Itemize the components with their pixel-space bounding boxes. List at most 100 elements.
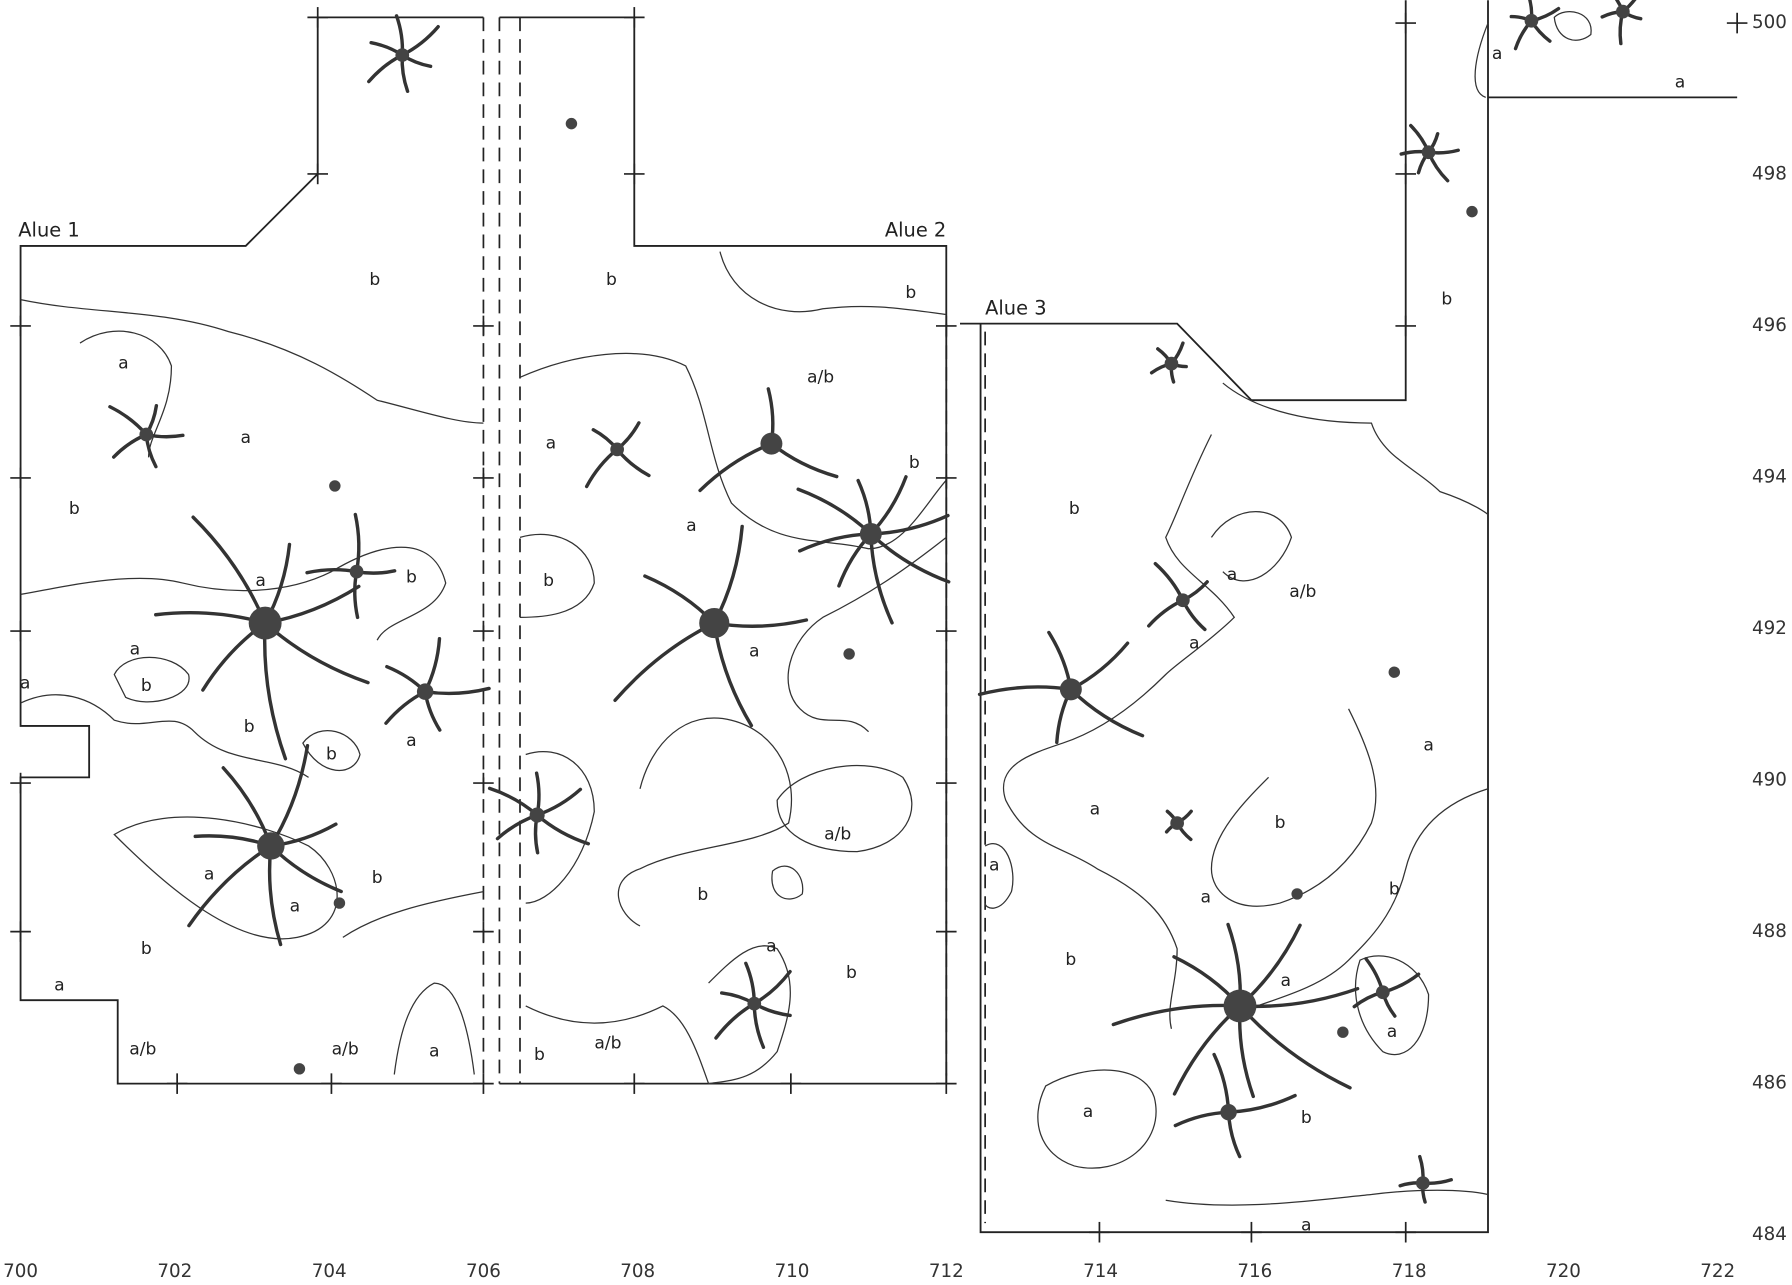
root-trace [423, 686, 491, 696]
soil-label: a [1423, 735, 1434, 755]
root-trace [263, 621, 288, 761]
post-hole [1164, 356, 1179, 371]
find-spot [843, 648, 855, 660]
soil-label: b [69, 499, 80, 519]
root-trace [487, 786, 539, 817]
post-hole [1059, 678, 1082, 701]
post-hole [859, 522, 882, 545]
contour [525, 750, 595, 904]
x-axis-label: 716 [1237, 1261, 1272, 1282]
soil-label: b [905, 283, 916, 303]
x-axis-label: 714 [1083, 1261, 1118, 1282]
post-hole [760, 432, 783, 455]
x-axis-label: 700 [3, 1261, 38, 1282]
contour [525, 1005, 710, 1084]
contour [113, 656, 190, 703]
soil-label: a [1387, 1022, 1398, 1042]
root-trace [1238, 1004, 1352, 1090]
x-axis-label: 704 [312, 1261, 347, 1282]
y-axis-label: 496 [1752, 315, 1787, 336]
features [108, 0, 1643, 1204]
soil-label: a [989, 855, 1000, 875]
root-trace [613, 621, 716, 703]
soil-label: a/b [129, 1039, 156, 1059]
soil-label: b [1301, 1108, 1312, 1128]
contour [302, 730, 361, 771]
soil-label: b [846, 963, 857, 983]
soil-label: b [406, 567, 417, 587]
soil-label: a [749, 642, 760, 662]
root-trace [267, 844, 283, 947]
root-trace [108, 405, 148, 437]
soil-label: a [1227, 565, 1238, 585]
root-trace [769, 441, 839, 479]
soil-label: a [1200, 887, 1211, 907]
find-spot [1337, 1026, 1349, 1038]
contour [1553, 11, 1592, 41]
soil-contours [20, 11, 1592, 1206]
contour [771, 865, 804, 900]
root-trace [712, 621, 754, 728]
post-hole [1176, 593, 1190, 608]
root-trace [535, 813, 591, 846]
root-trace [1069, 687, 1145, 738]
area-title: Alue 2 [885, 219, 946, 242]
soil-label: b [244, 717, 255, 737]
find-spot [293, 1063, 306, 1075]
contour [1210, 511, 1293, 582]
root-trace [1212, 1052, 1231, 1114]
contour [776, 764, 913, 853]
post-hole [1416, 1176, 1430, 1190]
soil-label: b [1065, 950, 1076, 970]
post-hole [139, 427, 154, 442]
contour [20, 694, 309, 778]
soil-label: b [1069, 499, 1080, 519]
root-trace [1111, 1003, 1242, 1027]
soil-label: b [1275, 813, 1286, 833]
root-trace [698, 441, 774, 493]
contour [1037, 1069, 1157, 1169]
contour [787, 536, 947, 733]
contour [1256, 788, 1489, 1007]
y-axis-label: 490 [1752, 770, 1787, 791]
contour [1003, 434, 1236, 1029]
soil-label: b [606, 270, 617, 290]
soil-label: a [686, 516, 697, 536]
soil-label: a/b [332, 1039, 359, 1059]
contour [708, 945, 791, 1085]
contour [20, 546, 447, 641]
soil-label: a [54, 975, 65, 995]
root-trace [712, 524, 744, 625]
post-hole [1220, 1103, 1237, 1121]
x-axis-label: 712 [929, 1261, 964, 1282]
contour [519, 533, 595, 618]
y-axis-label: 498 [1752, 163, 1787, 184]
post-hole [610, 442, 624, 457]
post-hole [1616, 4, 1630, 19]
find-spot [565, 117, 578, 130]
soil-label: a [1189, 634, 1200, 654]
soil-label: b [141, 939, 152, 959]
soil-label: b [534, 1045, 545, 1065]
root-trace [752, 969, 792, 1006]
contour [393, 982, 475, 1075]
x-axis-label: 720 [1546, 1261, 1581, 1282]
root-trace [584, 447, 619, 489]
root-trace [187, 844, 273, 928]
area-title: Alue 1 [18, 219, 79, 242]
soil-label: a [546, 434, 557, 454]
contour [984, 843, 1014, 909]
soil-label: b [543, 571, 554, 591]
post-hole [1223, 989, 1257, 1023]
x-axis-label: 702 [157, 1261, 192, 1282]
soil-label: a [1675, 73, 1686, 93]
area-3-outline [960, 0, 1489, 1234]
contour [1165, 1189, 1489, 1206]
soil-label: a [1280, 971, 1291, 991]
post-hole [747, 996, 762, 1011]
root-trace [714, 1001, 756, 1040]
post-hole [349, 564, 364, 579]
root-trace [154, 611, 267, 625]
